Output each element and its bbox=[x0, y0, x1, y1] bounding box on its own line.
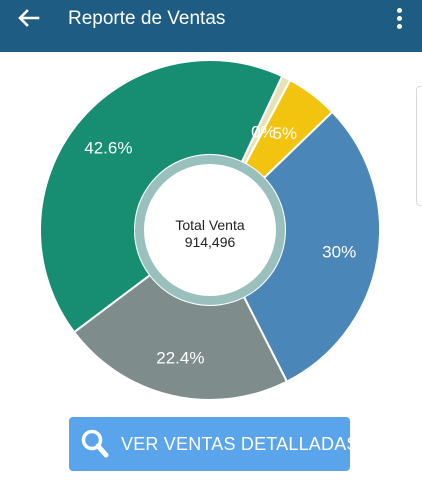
more-vert-icon-dot bbox=[397, 16, 402, 21]
arrow-left-icon bbox=[18, 9, 40, 27]
more-vert-icon-dot bbox=[397, 24, 402, 29]
page-title: Reporte de Ventas bbox=[68, 8, 226, 29]
slice-label-3: 0% bbox=[251, 123, 276, 142]
search-icon bbox=[81, 429, 109, 458]
side-panel-edge[interactable] bbox=[416, 86, 422, 206]
more-options-button[interactable] bbox=[388, 6, 412, 32]
slice-label-1: 22.4% bbox=[156, 349, 204, 368]
center-hole bbox=[144, 164, 276, 296]
center-label: Total Venta bbox=[175, 217, 244, 233]
center-value: 914,496 bbox=[185, 234, 236, 250]
slice-label-2: 42.6% bbox=[84, 138, 132, 157]
donut-svg: Total Venta 914,496 30% 22.4% 42.6% 0%5% bbox=[39, 59, 381, 401]
view-detailed-sales-label: VER VENTAS DETALLADAS bbox=[121, 434, 359, 454]
more-vert-icon-dot bbox=[397, 8, 402, 13]
back-button[interactable] bbox=[12, 6, 46, 40]
app-bar: Reporte de Ventas bbox=[0, 0, 422, 52]
view-detailed-sales-button[interactable]: VER VENTAS DETALLADAS bbox=[69, 417, 358, 471]
slice-label-0: 30% bbox=[322, 243, 356, 262]
sales-donut-chart: Total Venta 914,496 30% 22.4% 42.6% 0% 5% bbox=[0, 52, 422, 412]
slice-label-4: 5% bbox=[272, 124, 297, 143]
